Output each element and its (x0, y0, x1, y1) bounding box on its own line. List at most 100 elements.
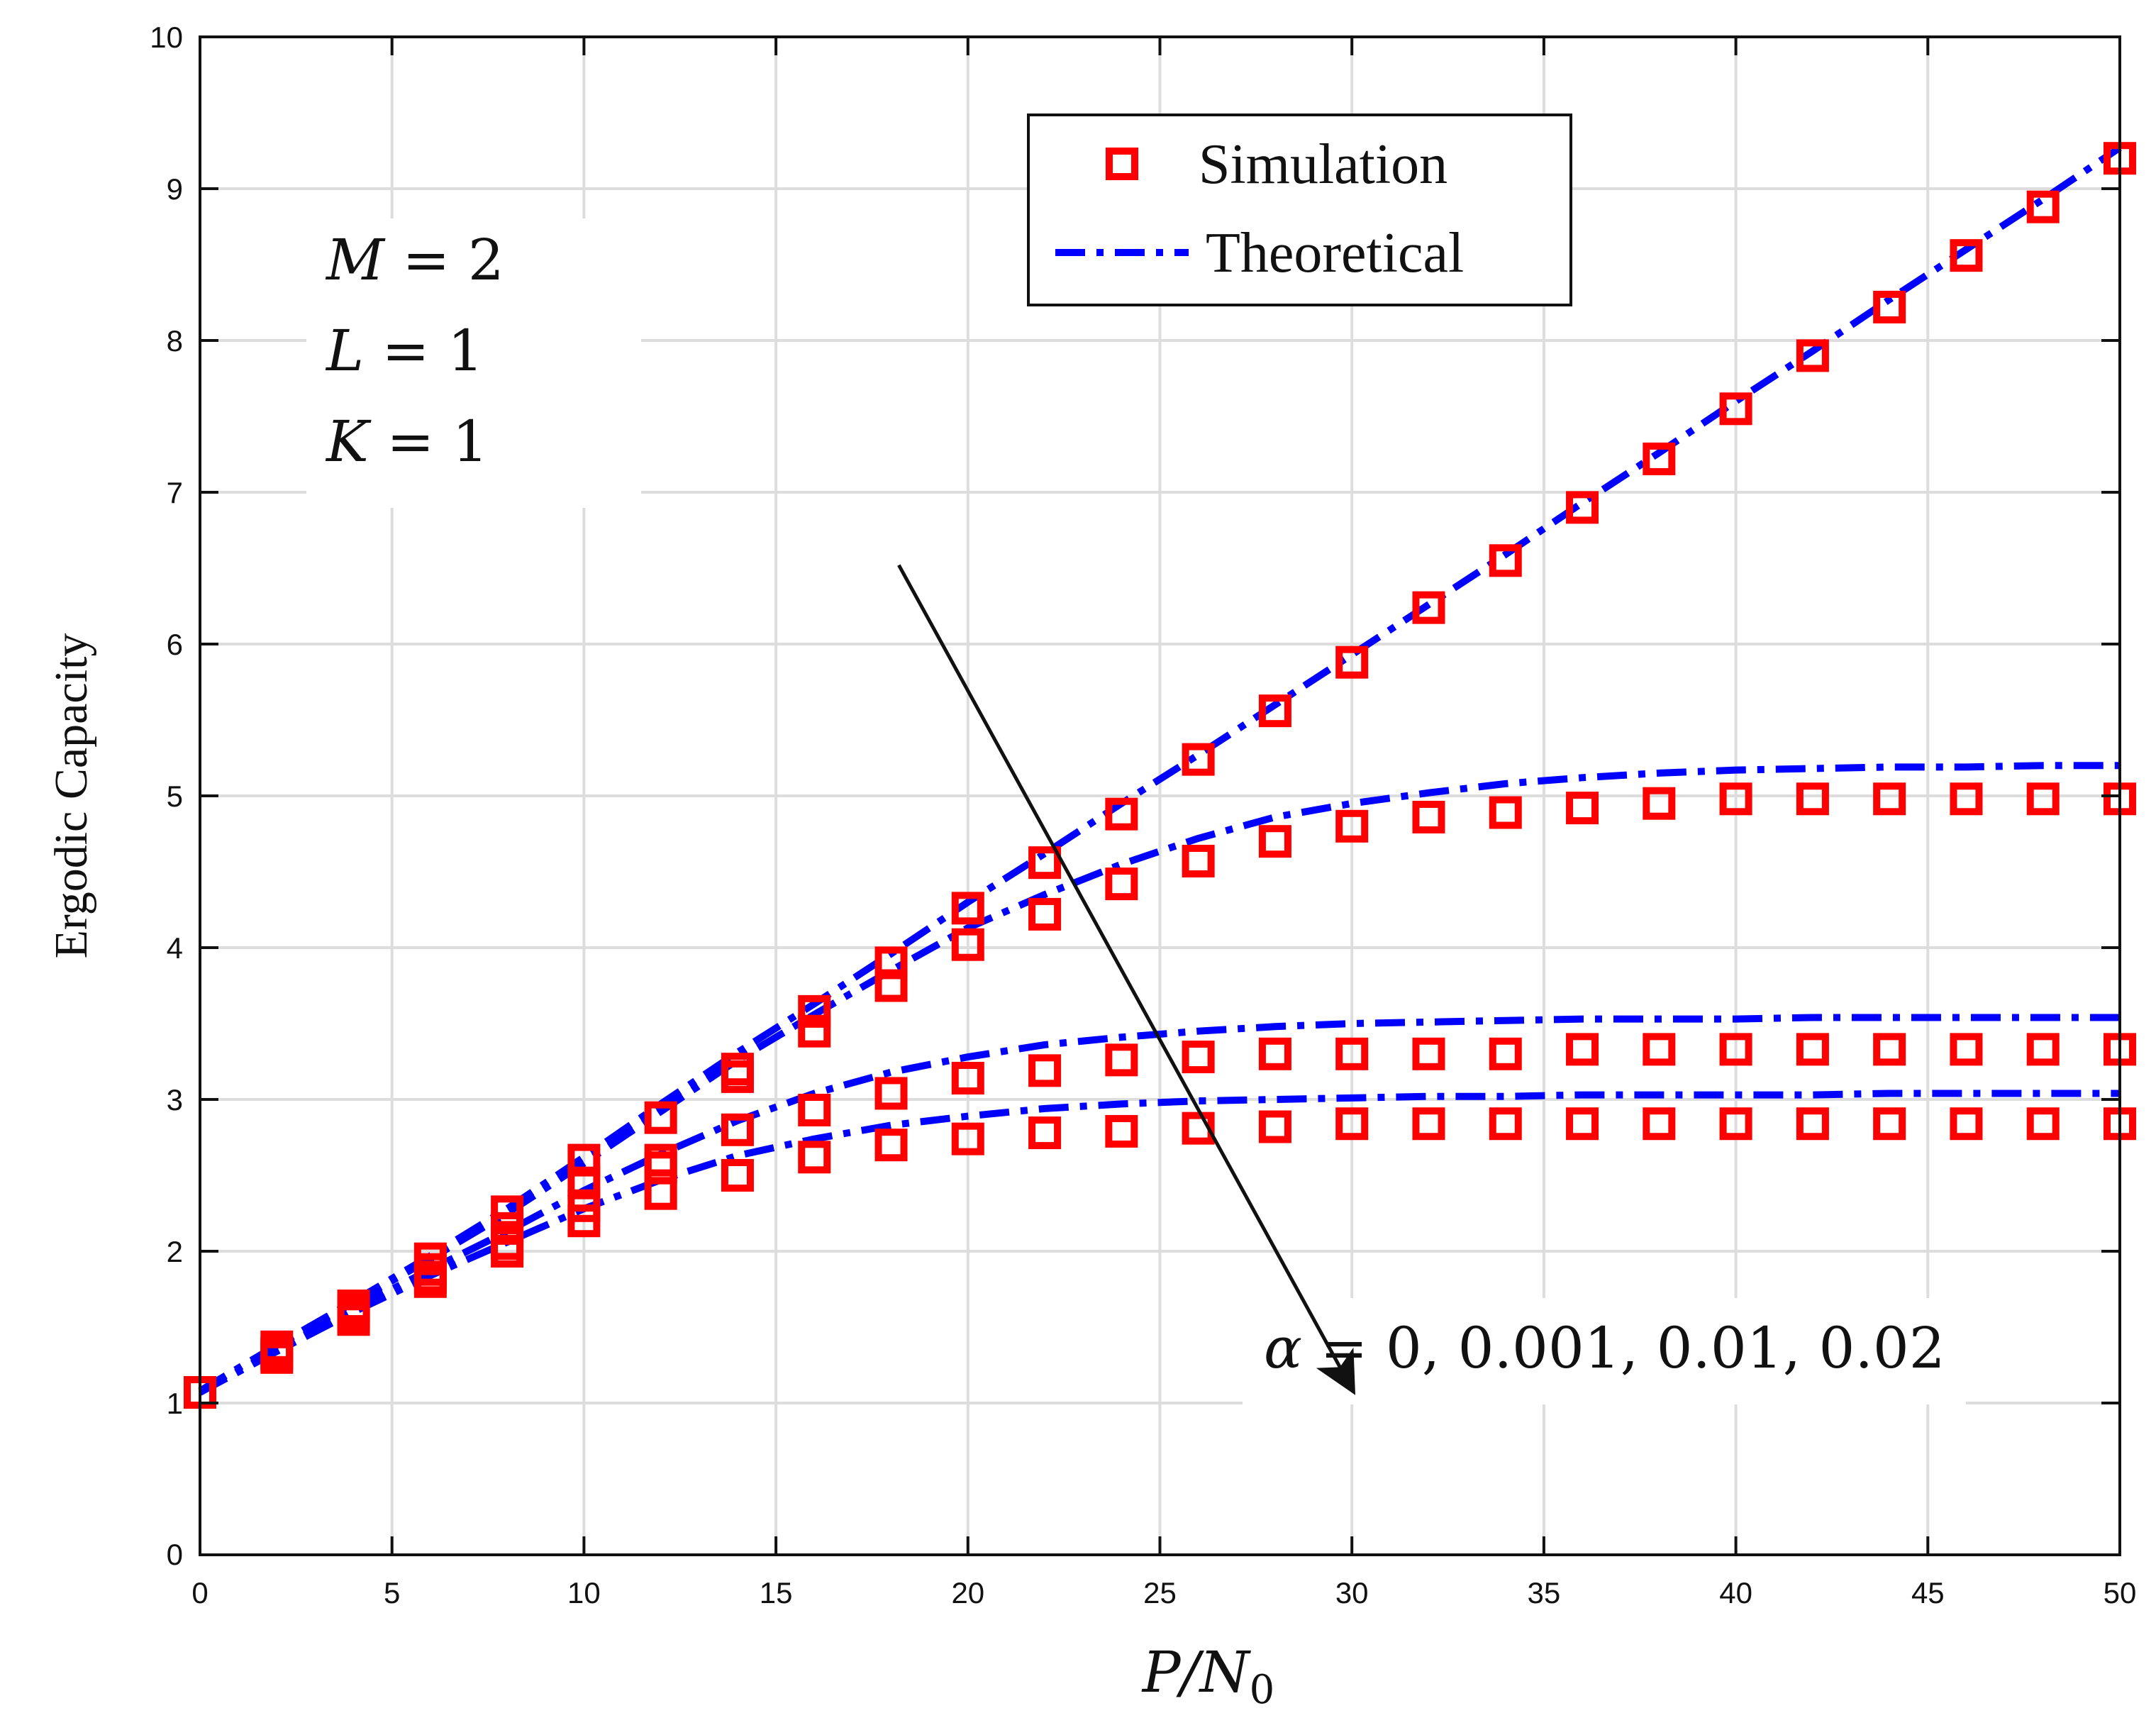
legend-simulation-marker (1106, 148, 1138, 180)
y-axis-label: Ergodic Capacity (45, 633, 97, 959)
simulation-marker-series-2 (874, 969, 908, 1002)
simulation-marker-series-3 (1566, 1033, 1599, 1066)
simulation-marker-series-3 (1489, 1037, 1522, 1070)
simulation-marker-series-2 (1719, 782, 1752, 816)
simulation-marker-series-4 (1028, 1116, 1062, 1150)
simulation-marker-series-1 (1489, 544, 1522, 577)
alpha-arrow (897, 564, 1356, 1395)
simulation-marker-series-1 (951, 892, 984, 925)
simulation-marker-series-3 (1719, 1033, 1752, 1066)
theoretical-line-series-4 (198, 1090, 2120, 1396)
y-tick-label: 8 (167, 324, 183, 357)
simulation-marker-series-4 (1796, 1107, 1829, 1141)
simulation-marker-series-3 (721, 1113, 754, 1146)
simulation-marker-series-2 (1182, 845, 1215, 878)
simulation-marker-series-3 (1028, 1054, 1062, 1087)
simulation-marker-series-4 (1335, 1107, 1369, 1141)
y-tick-label: 10 (150, 21, 183, 54)
simulation-marker-series-1 (644, 1101, 677, 1134)
simulation-marker-series-2 (1412, 800, 1445, 833)
simulation-marker-series-4 (721, 1159, 754, 1192)
simulation-marker-series-1 (1643, 442, 1676, 475)
simulation-marker-series-3 (1258, 1037, 1291, 1070)
simulation-marker-series-4 (1873, 1107, 1906, 1141)
simulation-marker-series-3 (798, 1093, 831, 1126)
y-tick-label: 1 (167, 1387, 183, 1420)
simulation-marker-series-2 (1566, 792, 1599, 825)
x-tick-label: 15 (760, 1576, 793, 1609)
y-tick-label: 0 (167, 1538, 183, 1571)
simulation-marker-series-1 (1412, 591, 1445, 624)
simulation-marker-series-2 (1028, 897, 1062, 931)
legend-simulation-label: Simulation (1199, 133, 1447, 196)
param-L: L = 1 (325, 318, 484, 384)
simulation-marker-series-1 (1105, 797, 1138, 831)
x-axis-label: P/N0 (1141, 1639, 1274, 1713)
simulation-marker-series-4 (874, 1129, 908, 1162)
legend: Simulation Theoretical (1027, 113, 1572, 306)
simulation-marker-series-3 (1796, 1033, 1829, 1066)
simulation-marker-series-4 (951, 1122, 984, 1155)
simulation-marker-series-1 (1182, 743, 1215, 776)
x-tick-label: 30 (1335, 1576, 1369, 1609)
x-tick-label: 45 (1911, 1576, 1945, 1609)
simulation-marker-series-4 (567, 1204, 601, 1238)
simulation-marker-series-4 (1182, 1111, 1215, 1145)
x-tick-label: 0 (191, 1576, 208, 1609)
simulation-marker-series-3 (1950, 1033, 1983, 1066)
simulation-marker-series-1 (1028, 846, 1062, 880)
simulation-marker-series-4 (1105, 1114, 1138, 1148)
y-tick-label: 7 (167, 476, 183, 509)
y-tick-label: 6 (167, 628, 183, 661)
simulation-marker-series-1 (2026, 190, 2060, 223)
simulation-marker-series-2 (1105, 867, 1138, 901)
simulation-marker-series-3 (1335, 1037, 1369, 1070)
simulation-marker-series-1 (1873, 290, 1906, 323)
simulation-marker-series-4 (260, 1341, 294, 1374)
simulation-marker-series-4 (1719, 1107, 1752, 1141)
params-background (306, 218, 641, 508)
alpha-label-background (1243, 1298, 1966, 1404)
axis-ticks (199, 35, 2121, 1555)
x-tick-label: 25 (1143, 1576, 1177, 1609)
simulation-marker-series-4 (2026, 1107, 2060, 1141)
parameter-annotations: M = 2 L = 1 K = 1 (325, 227, 504, 475)
simulation-marker-series-1 (491, 1195, 524, 1229)
annotation-boxes (306, 218, 1966, 1404)
x-tick-label: 40 (1719, 1576, 1752, 1609)
simulation-marker-series-4 (413, 1265, 447, 1298)
simulation-marker-series-4 (1950, 1107, 1983, 1141)
y-tick-label: 9 (167, 172, 183, 206)
simulation-marker-series-4 (798, 1141, 831, 1174)
simulation-marker-series-1 (798, 994, 831, 1028)
simulation-marker-series-2 (1489, 796, 1522, 829)
alpha-annotation: α = 0, 0.001, 0.01, 0.02 (1264, 1315, 1945, 1381)
simulation-marker-series-3 (1105, 1043, 1138, 1077)
simulation-marker-series-1 (1719, 392, 1752, 426)
simulation-marker-series-3 (1873, 1033, 1906, 1066)
simulation-marker-series-2 (951, 928, 984, 961)
simulation-marker-series-2 (1258, 825, 1291, 858)
simulation-marker-series-2 (1950, 782, 1983, 816)
x-tick-label: 20 (951, 1576, 984, 1609)
simulation-marker-series-3 (1412, 1037, 1445, 1070)
simulation-marker-series-2 (1796, 782, 1829, 816)
simulation-marker-series-3 (1182, 1041, 1215, 1074)
simulation-marker-series-4 (1643, 1107, 1676, 1141)
simulation-marker-series-4 (1566, 1107, 1599, 1141)
simulation-marker-series-1 (1566, 491, 1599, 524)
y-tick-label: 2 (167, 1235, 183, 1268)
simulation-marker-series-3 (874, 1077, 908, 1110)
x-tick-label: 35 (1528, 1576, 1561, 1609)
simulation-marker-series-4 (491, 1235, 524, 1268)
legend-theoretical-label: Theoretical (1206, 222, 1464, 284)
simulation-marker-series-3 (2026, 1033, 2060, 1066)
simulation-marker-series-4 (1258, 1110, 1291, 1143)
simulation-marker-series-4 (337, 1303, 370, 1336)
simulation-marker-series-4 (1489, 1107, 1522, 1141)
y-tick-label: 5 (167, 780, 183, 813)
simulation-marker-series-2 (2026, 782, 2060, 816)
simulation-marker-series-2 (721, 1060, 754, 1093)
